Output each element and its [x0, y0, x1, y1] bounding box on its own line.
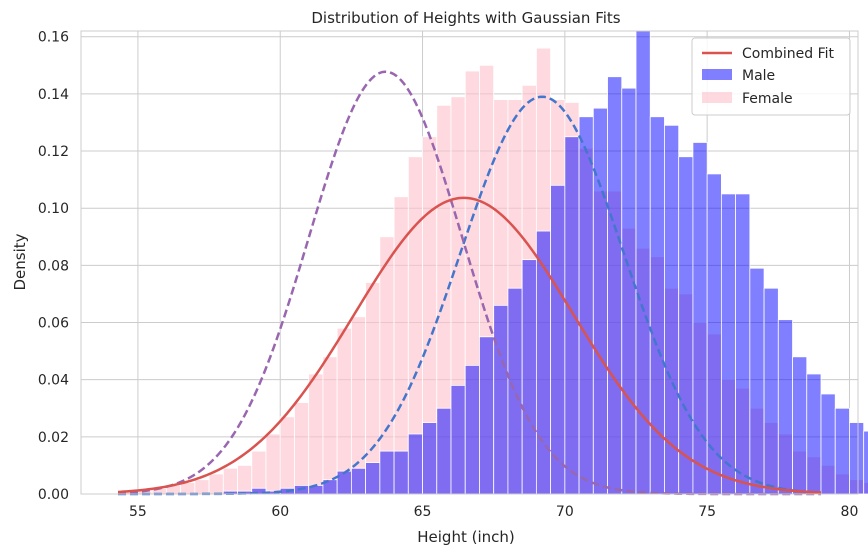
male-histogram-bar: [436, 407, 452, 495]
male-histogram-bar: [592, 107, 608, 495]
male-histogram-bar: [763, 287, 779, 495]
legend-male-label: Male: [742, 68, 775, 84]
male-histogram-bar: [550, 184, 566, 495]
x-tick-label: 70: [556, 504, 574, 520]
female-histogram-bar: [222, 467, 238, 495]
male-histogram-bar: [720, 193, 737, 495]
male-histogram-bar: [678, 156, 694, 495]
male-histogram-bar: [820, 393, 836, 495]
x-tick-label: 55: [129, 504, 147, 520]
y-tick-label: 0.06: [38, 316, 69, 332]
female-histogram-bar: [322, 356, 338, 495]
male-histogram-bar: [664, 124, 680, 495]
male-histogram-bar: [806, 373, 822, 495]
female-histogram-bar: [265, 433, 281, 495]
male-histogram-bar: [777, 319, 793, 495]
male-histogram-bar: [863, 430, 868, 495]
x-tick-label: 65: [414, 504, 432, 520]
x-tick-label: 60: [271, 504, 289, 520]
male-fit-curve: [118, 95, 822, 496]
female-histogram-bar: [308, 373, 324, 495]
x-axis-ticks: 55 60 65 70 75 80: [129, 504, 858, 520]
y-axis-label: Density: [11, 233, 29, 290]
male-histogram-bar: [535, 230, 552, 495]
x-tick-label: 75: [698, 504, 716, 520]
male-histogram-bar: [621, 87, 637, 495]
legend-female-patch: [702, 92, 732, 103]
male-histogram-bar: [635, 30, 651, 495]
male-histogram-bar: [749, 267, 765, 495]
male-histogram-bar: [607, 76, 623, 495]
male-histogram-bar: [735, 193, 751, 495]
legend-male-patch: [702, 69, 732, 80]
male-histogram-bar: [564, 136, 580, 495]
y-tick-label: 0.14: [38, 87, 69, 103]
female-histogram-bar: [237, 465, 253, 495]
male-histogram-bar: [507, 287, 523, 495]
male-histogram-bar: [450, 384, 466, 495]
legend-female-label: Female: [742, 91, 793, 107]
y-tick-label: 0.02: [38, 430, 69, 446]
male-histogram-bar: [393, 450, 409, 495]
male-histogram-bar: [849, 422, 865, 495]
male-histogram-bar: [336, 470, 352, 495]
male-histogram: [222, 30, 868, 495]
y-tick-label: 0.10: [38, 201, 69, 217]
female-histogram-bar: [194, 479, 210, 495]
y-tick-label: 0.08: [38, 258, 69, 274]
male-histogram-bar: [521, 259, 537, 495]
female-histogram-bar: [180, 482, 196, 495]
combined-fit-curve: [117, 196, 822, 494]
y-tick-label: 0.16: [38, 30, 69, 46]
male-histogram-bar: [493, 304, 509, 495]
male-histogram-bar: [792, 356, 808, 495]
y-tick-label: 0.12: [38, 144, 69, 160]
female-histogram-bar: [279, 416, 295, 495]
female-histogram-bar: [208, 473, 224, 495]
male-histogram-bar: [379, 450, 395, 495]
male-histogram-bar: [464, 364, 480, 495]
y-tick-label: 0.00: [38, 487, 69, 503]
male-histogram-bar: [365, 462, 381, 495]
male-histogram-bar: [407, 433, 423, 495]
y-axis-ticks: 0.00 0.02 0.04 0.06 0.08 0.10 0.12 0.14 0.16: [38, 30, 69, 503]
male-histogram-bar: [422, 422, 438, 495]
chart-title: Distribution of Heights with Gaussian Fi…: [311, 9, 620, 27]
male-histogram-bar: [834, 407, 850, 495]
y-tick-label: 0.04: [38, 373, 69, 389]
female-histogram-bar: [251, 450, 267, 495]
plot-area-frame: [80, 30, 859, 495]
female-histogram-bar: [294, 402, 310, 495]
x-tick-label: 80: [841, 504, 859, 520]
male-histogram-bar: [350, 467, 367, 495]
legend: Combined Fit Male Female: [691, 37, 851, 116]
x-axis-label: Height (inch): [417, 528, 515, 546]
male-histogram-bar: [578, 116, 594, 495]
legend-combined-fit-label: Combined Fit: [742, 46, 835, 62]
male-histogram-bar: [479, 336, 495, 495]
